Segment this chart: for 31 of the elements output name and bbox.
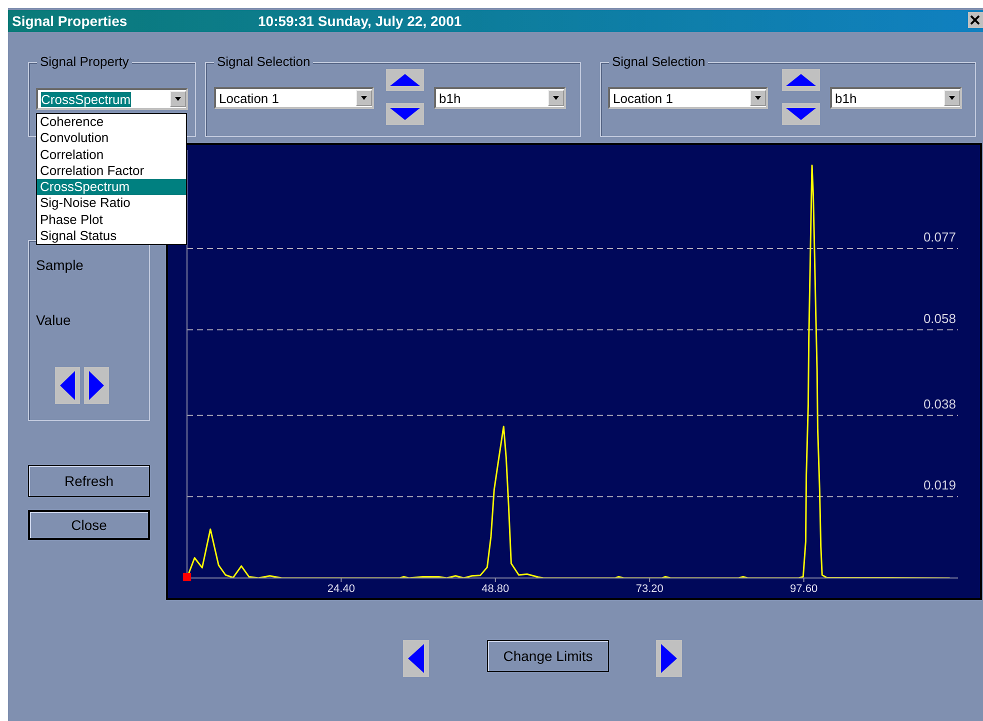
- text: b1h: [835, 91, 857, 106]
- y-tick-label: 0.077: [923, 229, 956, 244]
- text: Signal Properties: [12, 13, 128, 29]
- chart-subtitle: 10:59:31 Sunday, July 22, 2001: [258, 13, 462, 29]
- text: Signal Selection: [214, 54, 314, 69]
- text: Close: [28, 510, 150, 540]
- text: Convolution: [39, 130, 110, 147]
- x-tick-label: 73.20: [636, 582, 664, 595]
- text: Correlation: [39, 146, 105, 163]
- text: Sample: [36, 257, 84, 273]
- y-tick-label: 0.019: [923, 478, 956, 493]
- text: b1h: [439, 91, 461, 106]
- y-tick-label: 0.058: [923, 310, 956, 326]
- text: Refresh: [28, 465, 150, 497]
- text: Location 1: [613, 91, 673, 106]
- text: Signal Selection: [609, 54, 708, 69]
- text: CrossSpectrum: [37, 179, 186, 196]
- text: Correlation Factor: [39, 162, 146, 180]
- x-tick-label: 24.40: [327, 582, 355, 595]
- text: Value: [36, 312, 71, 328]
- text: CrossSpectrum: [41, 92, 131, 107]
- x-tick-label: 97.60: [790, 582, 818, 595]
- text: Location 1: [219, 91, 279, 106]
- text: Change Limits: [487, 640, 609, 672]
- text: Coherence: [39, 114, 105, 130]
- text: Signal Status: [39, 228, 118, 244]
- text: Sig-Noise Ratio: [39, 195, 132, 212]
- text: Signal Property: [37, 54, 132, 69]
- x-tick-label: 48.80: [482, 582, 510, 595]
- y-tick-label: 0.038: [923, 396, 956, 412]
- text: Phase Plot: [39, 212, 104, 228]
